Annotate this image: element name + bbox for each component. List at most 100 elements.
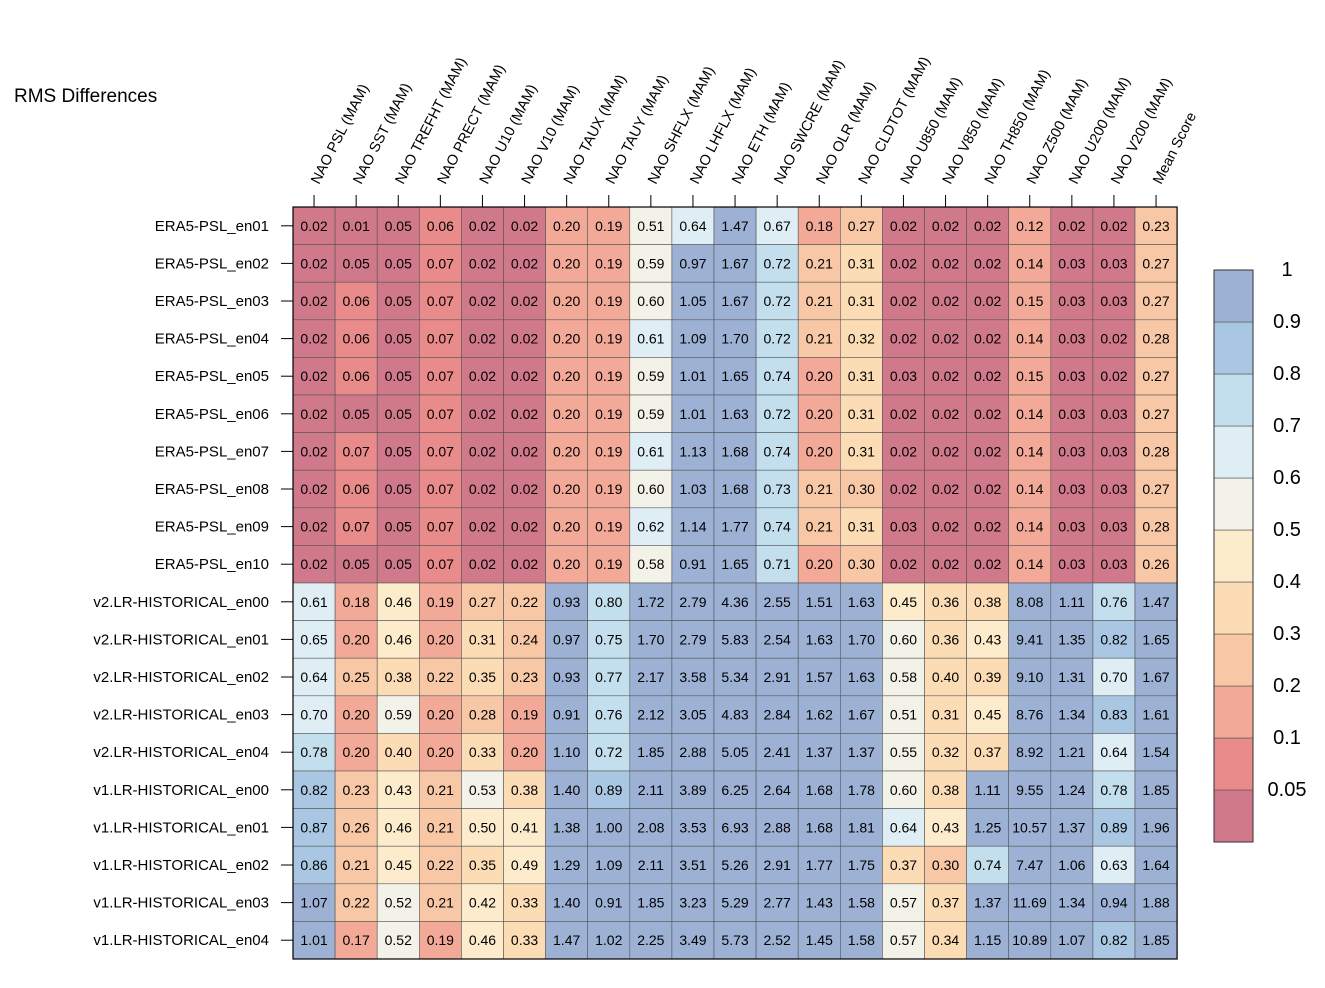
heatmap-cell: [924, 770, 967, 809]
cell-value: 0.23: [1142, 218, 1169, 234]
heatmap-cell: [461, 281, 504, 321]
heatmap-cell: [1092, 357, 1136, 396]
heatmap-cell: [587, 281, 631, 321]
cell-value: 0.02: [469, 331, 496, 347]
cell-value: 0.02: [511, 519, 538, 535]
heatmap-cell: [966, 733, 1009, 772]
row-label: ERA5-PSL_en06: [155, 406, 269, 423]
cell-value: 0.02: [974, 481, 1001, 497]
cell-value: 0.02: [974, 443, 1001, 459]
heatmap-cell: [755, 770, 799, 809]
heatmap-cell: [418, 883, 462, 922]
cell-value: 0.02: [300, 218, 327, 234]
cell-value: 0.02: [511, 368, 538, 384]
cell-value: 1.75: [848, 857, 875, 873]
cell-value: 0.15: [1016, 368, 1043, 384]
cell-value: 0.06: [343, 368, 370, 384]
cell-value: 0.05: [385, 443, 412, 459]
cell-value: 0.02: [511, 406, 538, 422]
heatmap-cell: [924, 244, 967, 283]
cell-value: 0.20: [553, 218, 580, 234]
cell-value: 0.27: [848, 218, 875, 234]
cell-value: 0.07: [427, 443, 454, 459]
heatmap-cell: [713, 883, 757, 922]
cell-value: 0.03: [1100, 443, 1127, 459]
colorbar-bin: [1213, 737, 1254, 791]
cell-value: 0.31: [848, 368, 875, 384]
cell-value: 0.21: [343, 857, 370, 873]
heatmap-cell: [671, 469, 715, 509]
heatmap-cell: [292, 319, 336, 358]
cell-value: 0.22: [427, 669, 454, 685]
cell-value: 0.03: [1058, 368, 1085, 384]
colorbar-bin: [1213, 425, 1254, 479]
heatmap-cell: [1008, 507, 1052, 546]
heatmap-cell: [966, 545, 1009, 584]
heatmap-cell: [1134, 695, 1178, 734]
cell-value: 1.67: [721, 255, 748, 271]
heatmap-cell: [334, 244, 378, 283]
heatmap-cell: [503, 770, 546, 809]
cell-value: 1.45: [806, 932, 833, 948]
cell-value: 0.97: [553, 631, 580, 647]
cell-value: 0.25: [343, 669, 370, 685]
heatmap-cell: [1092, 921, 1136, 960]
heatmap-cell: [1092, 281, 1136, 321]
row-label: v1.LR-HISTORICAL_en04: [93, 932, 269, 949]
cell-value: 0.20: [806, 443, 833, 459]
heatmap-cell: [924, 921, 967, 960]
cell-value: 0.50: [469, 819, 496, 835]
cell-value: 1.58: [848, 932, 875, 948]
heatmap-cell: [292, 582, 336, 621]
cell-value: 1.68: [806, 819, 833, 835]
cell-value: 0.02: [300, 368, 327, 384]
cell-value: 0.05: [343, 556, 370, 572]
heatmap-cell: [882, 657, 925, 697]
cell-value: 1.58: [848, 895, 875, 911]
cell-value: 0.02: [469, 443, 496, 459]
cell-value: 0.82: [300, 782, 327, 798]
cell-value: 0.05: [385, 293, 412, 309]
cell-value: 0.05: [385, 331, 412, 347]
cell-value: 0.19: [595, 368, 622, 384]
cell-value: 0.59: [637, 255, 664, 271]
heatmap-cell: [671, 582, 715, 621]
heatmap-cell: [797, 206, 841, 245]
heatmap-cell: [334, 281, 378, 321]
colorbar-label: 0.6: [1273, 467, 1301, 489]
heatmap-cell: [334, 206, 378, 245]
cell-value: 2.79: [679, 594, 706, 610]
heatmap-cell: [461, 545, 504, 584]
cell-value: 0.61: [637, 443, 664, 459]
cell-value: 0.39: [974, 669, 1001, 685]
heatmap-cell: [503, 357, 546, 396]
cell-value: 1.13: [679, 443, 706, 459]
heatmap-cell: [839, 357, 883, 396]
cell-value: 0.46: [385, 594, 412, 610]
heatmap-cell: [1050, 770, 1094, 809]
cell-value: 0.31: [932, 707, 959, 723]
cell-value: 0.41: [511, 819, 538, 835]
colorbar-frame: [1213, 269, 1254, 843]
heatmap-cell: [839, 545, 883, 584]
cell-value: 0.02: [1100, 218, 1127, 234]
cell-value: 1.63: [848, 669, 875, 685]
cell-value: 1.03: [679, 481, 706, 497]
heatmap-cell: [629, 620, 673, 659]
cell-value: 0.91: [553, 707, 580, 723]
cell-value: 0.35: [469, 669, 496, 685]
heatmap-cell: [1092, 770, 1136, 809]
cell-value: 0.52: [385, 932, 412, 948]
cell-value: 0.06: [343, 481, 370, 497]
cell-value: 1.57: [806, 669, 833, 685]
row-label: ERA5-PSL_en10: [155, 556, 269, 573]
cell-value: 0.60: [890, 782, 917, 798]
cell-value: 1.85: [1142, 932, 1169, 948]
cell-value: 0.86: [300, 857, 327, 873]
heatmap-cell: [461, 432, 504, 471]
cell-value: 0.20: [427, 707, 454, 723]
heatmap-cell: [587, 545, 631, 584]
cell-value: 0.46: [469, 932, 496, 948]
heatmap-cell: [587, 845, 631, 885]
cell-value: 0.02: [890, 293, 917, 309]
